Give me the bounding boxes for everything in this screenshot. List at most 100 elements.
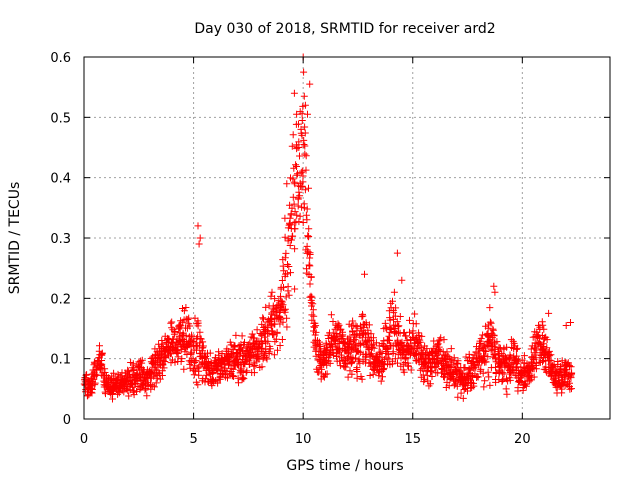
data-point [393, 318, 401, 326]
data-point [218, 350, 226, 357]
data-point [171, 328, 179, 335]
data-point [192, 357, 200, 365]
data-point [395, 322, 403, 330]
data-point [296, 152, 303, 160]
data-point [465, 365, 473, 373]
data-point [232, 331, 240, 339]
data-point [382, 349, 390, 357]
data-point [303, 205, 311, 213]
data-point [365, 321, 373, 329]
data-point [306, 254, 314, 262]
data-point [448, 373, 456, 380]
data-point [482, 358, 490, 366]
data-point [138, 381, 146, 389]
data-point [539, 321, 547, 329]
y-tick-label: 0.5 [50, 111, 71, 126]
data-point [491, 288, 499, 296]
data-point [273, 329, 281, 337]
data-point [293, 211, 301, 219]
data-point [344, 373, 352, 381]
data-point [389, 350, 397, 357]
data-point [561, 366, 569, 373]
data-point [411, 310, 419, 318]
data-point [198, 344, 206, 352]
data-point [567, 363, 575, 371]
data-point [554, 358, 562, 365]
data-point [490, 282, 498, 290]
data-point [288, 142, 296, 150]
data-point [379, 373, 386, 381]
data-point [110, 369, 118, 377]
data-point [381, 319, 389, 327]
data-point [298, 110, 306, 118]
data-point [300, 92, 308, 100]
data-point [98, 349, 106, 357]
data-point [301, 129, 309, 137]
data-point [209, 369, 217, 376]
data-point [264, 337, 272, 345]
data-point [291, 245, 299, 253]
data-point [214, 379, 222, 387]
data-point [299, 172, 307, 180]
data-point [291, 208, 299, 216]
data-point [394, 323, 402, 331]
y-tick-label: 0.2 [50, 292, 71, 307]
data-point [419, 346, 427, 354]
data-point [370, 344, 378, 352]
data-point [309, 306, 317, 314]
data-point [283, 323, 291, 331]
data-point [300, 68, 308, 76]
data-point [188, 333, 196, 341]
data-point [158, 372, 166, 379]
data-point [426, 380, 434, 388]
data-point [382, 324, 390, 332]
data-point [305, 261, 313, 269]
data-point [292, 161, 300, 169]
data-point [477, 335, 485, 343]
data-point [253, 326, 261, 334]
data-point [447, 345, 455, 353]
data-point [460, 386, 468, 393]
data-point [291, 225, 299, 233]
data-point [308, 311, 316, 319]
data-point [564, 378, 572, 386]
data-point [206, 349, 214, 357]
data-point [270, 351, 278, 359]
data-point [281, 254, 289, 262]
data-point [307, 273, 315, 281]
x-tick-label: 15 [404, 432, 421, 447]
data-point [174, 350, 182, 357]
data-point [312, 328, 320, 336]
data-point [291, 285, 299, 293]
data-point [312, 322, 320, 330]
data-point [194, 381, 202, 389]
data-point [268, 288, 276, 296]
data-point [558, 389, 566, 397]
data-point [492, 354, 499, 362]
data-point [529, 360, 537, 368]
data-point [236, 369, 244, 377]
data-point [333, 353, 340, 360]
data-point [289, 175, 297, 183]
data-point [564, 359, 572, 367]
data-point [372, 339, 380, 347]
data-point [435, 343, 443, 351]
data-point [512, 345, 520, 353]
data-point [88, 389, 96, 397]
data-point [543, 344, 551, 352]
data-point [369, 370, 377, 378]
data-point [547, 357, 555, 365]
data-point [262, 303, 270, 311]
data-point [161, 354, 169, 362]
data-point [284, 287, 292, 295]
data-point [290, 89, 298, 97]
data-point [274, 346, 281, 354]
data-point [474, 373, 482, 381]
data-point [332, 332, 340, 340]
data-point [304, 232, 312, 240]
data-point [272, 335, 280, 343]
data-point [342, 363, 350, 371]
data-point [289, 232, 297, 240]
data-point [194, 364, 202, 372]
data-point [506, 367, 514, 375]
